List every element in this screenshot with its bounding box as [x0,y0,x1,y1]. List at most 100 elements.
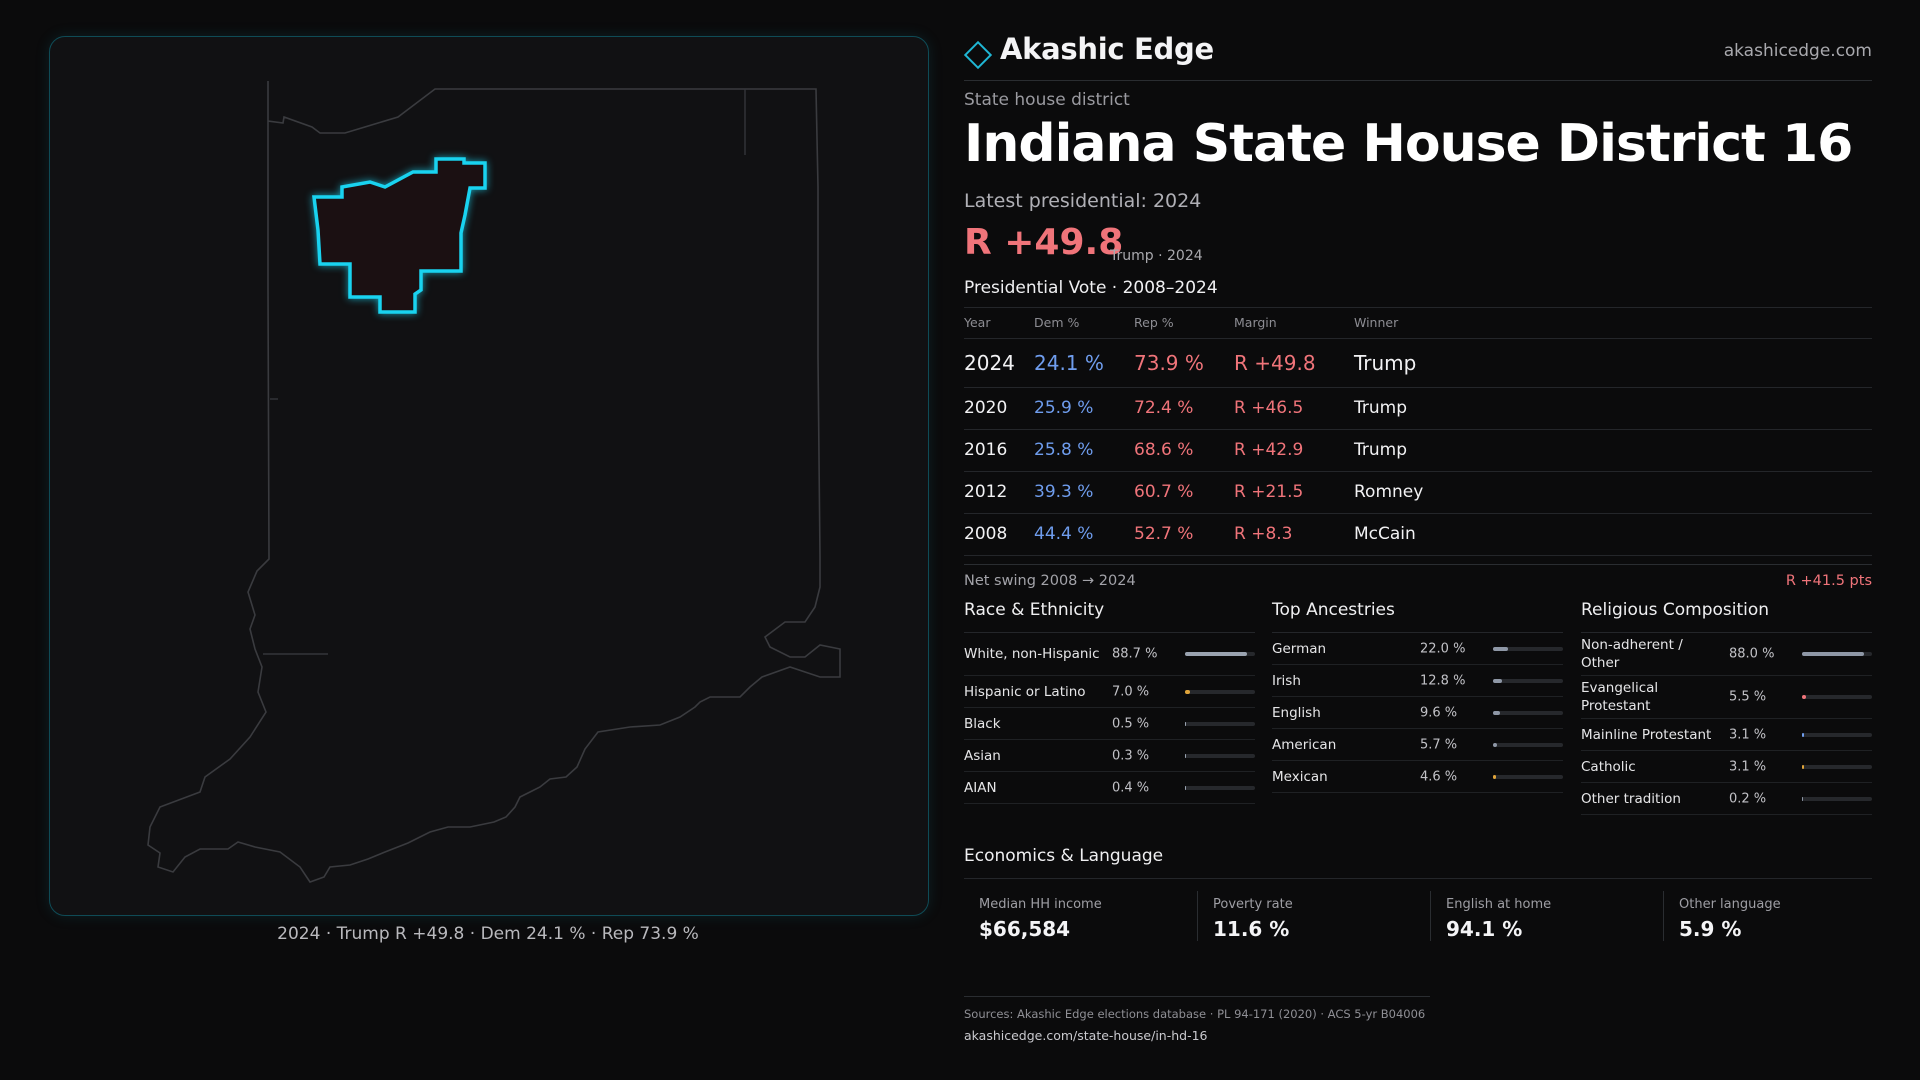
item-value: 0.5 % [1112,716,1150,731]
item-value: 5.7 % [1420,737,1458,752]
table-row: 2016 25.8 % 68.6 % R +42.9 Trump [964,430,1872,472]
item-label: Non-adherent / Other [1581,637,1683,671]
item-label: Other tradition [1581,790,1681,807]
share-bar-fill [1493,774,1497,779]
col-year: Year [964,315,991,330]
item-value: 88.7 % [1112,646,1158,662]
row-year: 2012 [964,482,1008,502]
economics-section: Median HH income $66,584 Poverty rate 11… [964,878,1872,953]
district-16-shape [312,157,487,314]
section-title: Religious Composition [1581,600,1872,633]
table-row: 2024 24.1 % 73.9 % R +49.8 Trump [964,339,1872,388]
item-label: Asian [964,747,1001,764]
stat-value: 11.6 % [1213,917,1290,941]
share-bar [1185,652,1255,656]
share-bar [1493,678,1563,683]
item-label: Mainline Protestant [1581,726,1712,743]
row-year: 2020 [964,398,1008,418]
list-item: Catholic 3.1 % [1581,751,1872,783]
share-bar-fill [1493,710,1500,715]
row-rep: 68.6 % [1134,440,1194,460]
share-bar-fill [1493,742,1497,747]
item-value: 0.2 % [1729,791,1767,806]
row-margin: R +46.5 [1234,398,1304,418]
item-label: White, non-Hispanic [964,646,1100,662]
list-item: Other tradition 0.2 % [1581,783,1872,815]
share-bar-fill [1802,652,1864,656]
list-item: Hispanic or Latino 7.0 % [964,676,1255,708]
source-link[interactable]: akashicedge.com/state-house/in-hd-16 [964,1028,1208,1043]
presidential-table: Year Dem % Rep % Margin Winner 2024 24.1… [964,307,1872,556]
state-map [147,81,841,883]
row-rep: 72.4 % [1134,398,1194,418]
share-bar-fill [1802,764,1805,769]
list-item: Mainline Protestant 3.1 % [1581,719,1872,751]
item-label: Catholic [1581,758,1636,775]
row-winner: Romney [1354,482,1424,502]
item-value: 0.4 % [1112,780,1150,795]
row-winner: McCain [1354,524,1416,544]
economics-title: Economics & Language [964,846,1164,866]
row-margin: R +42.9 [1234,440,1304,460]
row-year: 2024 [964,351,1015,375]
ancestries-section: Top Ancestries German 22.0 % Irish 12.8 … [1272,600,1563,793]
stat-label: English at home [1446,897,1552,912]
state-outline [147,81,841,883]
row-dem: 25.9 % [1034,398,1094,418]
row-rep: 60.7 % [1134,482,1194,502]
row-dem: 24.1 % [1034,351,1104,375]
share-bar-fill [1185,753,1187,758]
row-year: 2008 [964,524,1008,544]
row-year: 2016 [964,440,1008,460]
district-type: State house district [964,90,1130,110]
list-item: White, non-Hispanic 88.7 % [964,633,1255,676]
row-margin: R +8.3 [1234,524,1293,544]
item-value: 88.0 % [1729,646,1775,662]
brand-url[interactable]: akashicedge.com [1723,41,1872,61]
section-title: Race & Ethnicity [964,600,1255,633]
share-bar-fill [1185,689,1190,694]
item-value: 3.1 % [1729,759,1767,774]
table-row: 2020 25.9 % 72.4 % R +46.5 Trump [964,388,1872,430]
item-label: Black [964,715,1001,732]
brand-header: Akashic Edge akashicedge.com [963,32,1872,81]
share-bar [1185,753,1255,758]
race-ethnicity-section: Race & Ethnicity White, non-Hispanic 88.… [964,600,1255,804]
table-row: 2012 39.3 % 60.7 % R +21.5 Romney [964,472,1872,514]
stat-other-language: Other language 5.9 % [1663,891,1874,941]
share-bar-fill [1493,646,1509,651]
item-label: Mexican [1272,768,1328,785]
brand-name: Akashic Edge [1000,32,1214,66]
stat-value: $66,584 [979,917,1071,941]
map-caption: 2024 · Trump R +49.8 · Dem 24.1 % · Rep … [277,924,699,944]
list-item: German 22.0 % [1272,633,1563,665]
religion-section: Religious Composition Non-adherent / Oth… [1581,600,1872,815]
row-winner: Trump [1354,440,1408,460]
row-margin: R +49.8 [1234,351,1316,375]
row-margin: R +21.5 [1234,482,1304,502]
item-label: Irish [1272,672,1301,689]
row-dem: 39.3 % [1034,482,1094,502]
stat-label: Median HH income [979,897,1102,912]
share-bar [1493,710,1563,715]
share-bar [1493,646,1563,651]
row-dem: 44.4 % [1034,524,1094,544]
row-dem: 25.8 % [1034,440,1094,460]
list-item: Asian 0.3 % [964,740,1255,772]
item-label: American [1272,736,1337,753]
list-item: AIAN 0.4 % [964,772,1255,804]
share-bar [1185,785,1255,790]
share-bar [1185,689,1255,694]
table-header: Year Dem % Rep % Margin Winner [964,308,1872,339]
stat-value: 94.1 % [1446,917,1523,941]
list-item: American 5.7 % [1272,729,1563,761]
share-bar-fill [1185,721,1187,726]
share-bar-fill [1802,796,1804,801]
col-margin: Margin [1234,315,1277,330]
diamond-outline-icon [963,40,993,70]
stat-poverty-rate: Poverty rate 11.6 % [1197,891,1408,941]
list-item: Non-adherent / Other 88.0 % [1581,633,1872,676]
headline-margin: R +49.8 [964,222,1124,263]
row-winner: Trump [1354,398,1408,418]
sources-text: Sources: Akashic Edge elections database… [964,1007,1426,1021]
